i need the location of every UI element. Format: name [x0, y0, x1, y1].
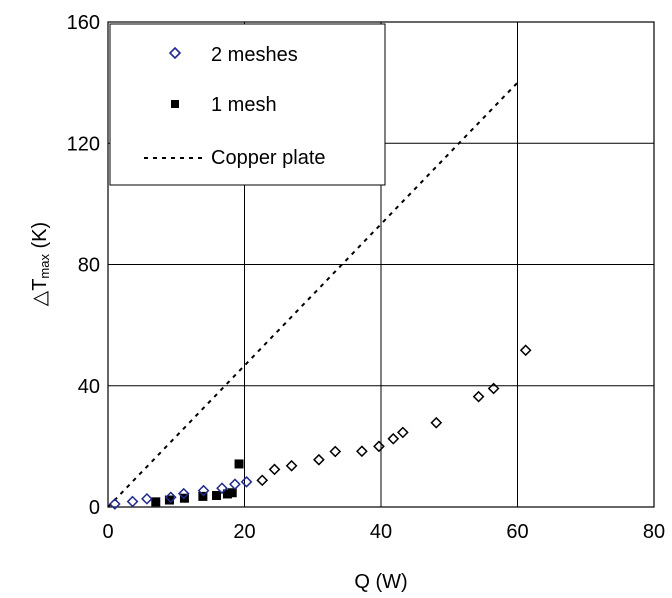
two-meshes-point: [164, 491, 177, 504]
legend-marker-2-meshes: [168, 46, 182, 60]
legend-label-2-meshes: 2 meshes: [211, 44, 298, 66]
two-meshes-point: [373, 440, 385, 453]
two-meshes-point: [126, 495, 139, 508]
two-meshes-point: [519, 344, 532, 357]
x-tick-label: 80: [643, 521, 665, 543]
y-tick-label: 160: [67, 12, 100, 34]
y-axis-title: △Tmax (K): [29, 222, 52, 306]
two-meshes-point: [268, 463, 281, 476]
y-axis-title-t: T: [29, 279, 51, 291]
legend-marker-1-mesh: [171, 100, 179, 108]
y-tick-label: 0: [89, 497, 100, 519]
two-meshes-point: [197, 484, 210, 497]
two-meshes-point: [313, 453, 325, 466]
x-tick-label: 20: [233, 521, 255, 543]
two-meshes-point: [229, 478, 241, 491]
two-meshes-point: [356, 445, 368, 458]
x-tick-label: 0: [102, 521, 113, 543]
one-mesh-point: [198, 491, 208, 501]
one-mesh-point: [151, 497, 161, 507]
y-tick-label: 120: [67, 133, 100, 155]
y-axis-title-unit: (K): [29, 222, 51, 254]
legend: 2 meshes 1 mesh Copper plate: [109, 23, 386, 186]
two-meshes-point: [141, 492, 153, 505]
one-mesh-point: [234, 459, 244, 469]
legend-label-copper-plate: Copper plate: [211, 147, 326, 169]
one-mesh-point: [227, 488, 237, 498]
x-axis-title: Q (W): [354, 571, 407, 593]
plot-area-border: [107, 21, 655, 508]
two-meshes-point: [177, 487, 190, 500]
two-meshes-point: [430, 416, 443, 429]
two-meshes-series: [108, 344, 532, 510]
y-axis-title-delta: △: [29, 290, 51, 306]
two-meshes-point: [396, 426, 409, 439]
two-meshes-point: [285, 459, 298, 472]
legend-label-1-mesh: 1 mesh: [211, 94, 277, 116]
two-meshes-point: [329, 445, 342, 458]
x-tick-label: 60: [506, 521, 528, 543]
two-meshes-point: [256, 474, 269, 487]
two-meshes-point: [216, 482, 228, 495]
y-tick-label: 40: [78, 376, 100, 398]
two-meshes-point: [108, 498, 121, 510]
x-tick-labels: 0 20 40 60 80: [102, 521, 665, 543]
y-tick-label: 80: [78, 255, 100, 277]
two-meshes-point: [387, 432, 400, 445]
one-mesh-point: [212, 490, 222, 500]
y-axis-title-sub: max: [37, 254, 52, 279]
two-meshes-point: [240, 475, 253, 488]
one-mesh-point: [222, 489, 232, 499]
y-tick-labels: 0 40 80 120 160: [67, 12, 100, 519]
x-tick-label: 40: [370, 521, 392, 543]
two-meshes-point: [487, 382, 500, 395]
two-meshes-point: [472, 390, 485, 403]
